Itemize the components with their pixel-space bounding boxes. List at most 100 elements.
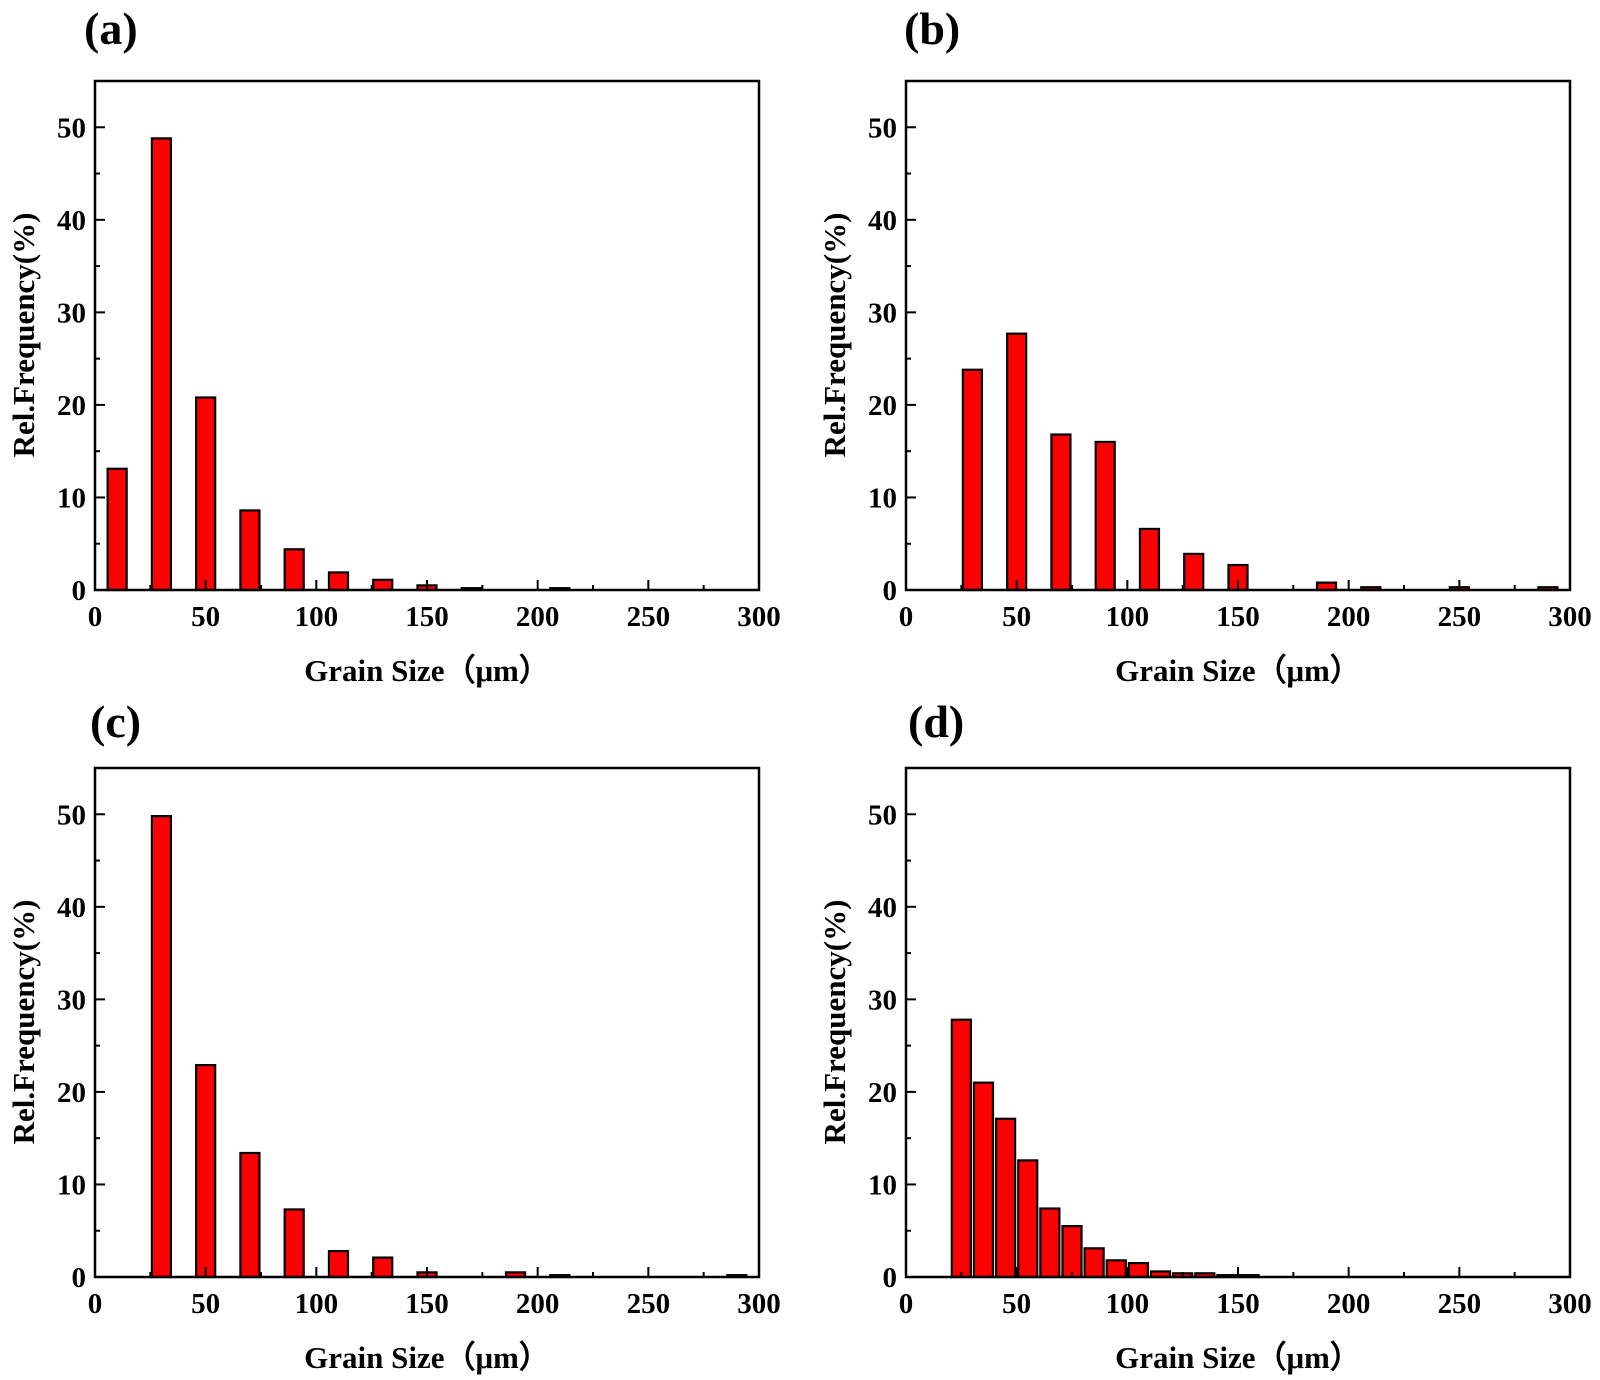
plot-frame-a xyxy=(93,79,761,592)
y-tick-label-d-40: 40 xyxy=(868,892,897,924)
x-tick-label-a-300: 300 xyxy=(737,601,781,633)
x-tick-labels-d: 0 50 100 150 200 250 300 xyxy=(899,1288,1592,1320)
bar-b-70 xyxy=(1050,433,1072,592)
x-tick-label-a-200: 200 xyxy=(516,601,560,633)
x-axis-title-c: Grain Size（μm） xyxy=(304,1340,550,1375)
bar-d-35 xyxy=(972,1081,995,1279)
x-tick-labels-b: 0 50 100 150 200 250 300 xyxy=(899,601,1592,633)
bar-c-130 xyxy=(372,1256,394,1279)
x-axis-title-d: Grain Size（μm） xyxy=(1115,1340,1361,1375)
y-tick-label-b-20: 20 xyxy=(868,390,897,422)
x-tick-label-d-250: 250 xyxy=(1438,1288,1482,1320)
y-tick-label-b-10: 10 xyxy=(868,482,897,514)
axis-ticks-c xyxy=(94,813,760,1278)
axis-ticks-d xyxy=(905,813,1571,1278)
panel-a: (a) 0 10 20 30 40 50 0 50 100 150 200 250 300 Grain… xyxy=(6,3,781,688)
x-tick-label-d-200: 200 xyxy=(1327,1288,1371,1320)
x-tick-label-b-150: 150 xyxy=(1216,601,1260,633)
y-axis-title-c: Rel.Frequency(%) xyxy=(6,900,41,1145)
y-tick-label-d-20: 20 xyxy=(868,1077,897,1109)
panel-label-d: (d) xyxy=(908,696,964,747)
y-tick-label-b-0: 0 xyxy=(883,575,898,607)
bar-d-65 xyxy=(1039,1207,1061,1279)
x-tick-label-a-50: 50 xyxy=(191,601,220,633)
bar-a-50 xyxy=(195,396,217,592)
x-tick-label-b-50: 50 xyxy=(1002,601,1031,633)
panel-label-c: (c) xyxy=(90,696,141,747)
y-tick-label-c-10: 10 xyxy=(57,1169,86,1201)
panel-label-b: (b) xyxy=(904,3,960,54)
x-tick-label-c-300: 300 xyxy=(737,1288,781,1320)
y-axis-title-d: Rel.Frequency(%) xyxy=(817,900,852,1145)
y-axis-title-a: Rel.Frequency(%) xyxy=(6,213,41,458)
y-tick-label-c-20: 20 xyxy=(57,1077,86,1109)
bar-c-50 xyxy=(195,1063,217,1279)
x-tick-label-b-100: 100 xyxy=(1106,601,1150,633)
bars-b xyxy=(961,332,1559,592)
panel-b: (b) 0 10 20 30 40 50 0 50 100 150 200 250 300 Grain… xyxy=(817,3,1592,688)
bar-b-90 xyxy=(1094,440,1116,592)
x-tick-label-c-100: 100 xyxy=(295,1288,339,1320)
y-tick-label-b-30: 30 xyxy=(868,297,897,329)
bar-d-85 xyxy=(1083,1247,1105,1279)
y-axis-title-b: Rel.Frequency(%) xyxy=(817,213,852,458)
bar-a-10 xyxy=(106,467,128,592)
y-tick-label-d-30: 30 xyxy=(868,984,897,1016)
x-tick-label-d-150: 150 xyxy=(1216,1288,1260,1320)
bars-c xyxy=(150,815,748,1279)
x-tick-label-c-150: 150 xyxy=(405,1288,449,1320)
bar-d-45 xyxy=(994,1117,1017,1279)
bar-a-90 xyxy=(283,548,305,592)
x-tick-label-c-250: 250 xyxy=(627,1288,671,1320)
y-tick-label-a-10: 10 xyxy=(57,482,86,514)
y-tick-label-c-0: 0 xyxy=(72,1262,87,1294)
x-tick-labels-c: 0 50 100 150 200 250 300 xyxy=(88,1288,781,1320)
x-tick-label-b-0: 0 xyxy=(899,601,914,633)
y-tick-labels-c: 0 10 20 30 40 50 xyxy=(57,799,86,1294)
bar-c-30 xyxy=(150,815,173,1279)
bar-d-25 xyxy=(950,1018,972,1279)
y-tick-label-b-40: 40 xyxy=(868,205,897,237)
bar-d-105 xyxy=(1127,1262,1150,1279)
x-tick-label-d-50: 50 xyxy=(1002,1288,1031,1320)
x-tick-label-b-250: 250 xyxy=(1438,601,1482,633)
bar-c-110 xyxy=(327,1249,350,1279)
x-tick-label-a-250: 250 xyxy=(627,601,671,633)
x-tick-label-c-0: 0 xyxy=(88,1288,103,1320)
y-tick-label-c-30: 30 xyxy=(57,984,86,1016)
y-tick-labels-a: 0 10 20 30 40 50 xyxy=(57,112,86,607)
panel-d: (d) 0 10 20 30 40 50 0 50 100 150 200 250 300 Grain… xyxy=(817,696,1592,1375)
y-tick-label-d-0: 0 xyxy=(883,1262,898,1294)
x-axis-title-b: Grain Size（μm） xyxy=(1115,653,1361,688)
x-tick-label-b-200: 200 xyxy=(1327,601,1371,633)
bar-c-70 xyxy=(239,1151,261,1279)
axis-ticks-a xyxy=(94,126,760,591)
y-tick-label-a-20: 20 xyxy=(57,390,86,422)
bar-a-110 xyxy=(327,571,350,592)
y-tick-label-a-50: 50 xyxy=(57,112,86,144)
x-tick-label-d-300: 300 xyxy=(1548,1288,1592,1320)
plot-frame-b xyxy=(904,79,1572,592)
bar-b-110 xyxy=(1138,527,1161,592)
y-tick-label-b-50: 50 xyxy=(868,112,897,144)
axis-ticks-b xyxy=(905,126,1571,591)
bar-b-50 xyxy=(1006,332,1028,592)
x-tick-label-d-100: 100 xyxy=(1106,1288,1150,1320)
bar-c-90 xyxy=(283,1208,305,1279)
x-axis-title-a: Grain Size（μm） xyxy=(304,653,550,688)
y-tick-label-a-30: 30 xyxy=(57,297,86,329)
bars-a xyxy=(106,137,571,592)
x-tick-label-b-300: 300 xyxy=(1548,601,1592,633)
bar-b-130 xyxy=(1183,552,1205,592)
y-tick-label-c-50: 50 xyxy=(57,799,86,831)
bar-d-75 xyxy=(1061,1224,1083,1279)
panel-c: (c) 0 10 20 30 40 50 0 50 100 150 200 250 300 Grain… xyxy=(6,696,781,1375)
y-tick-label-a-0: 0 xyxy=(72,575,87,607)
bar-a-30 xyxy=(150,137,173,592)
x-tick-label-c-50: 50 xyxy=(191,1288,220,1320)
x-tick-labels-a: 0 50 100 150 200 250 300 xyxy=(88,601,781,633)
y-tick-label-c-40: 40 xyxy=(57,892,86,924)
bars-d xyxy=(950,1018,1260,1279)
plot-frame-c xyxy=(93,766,761,1279)
y-tick-label-d-10: 10 xyxy=(868,1169,897,1201)
